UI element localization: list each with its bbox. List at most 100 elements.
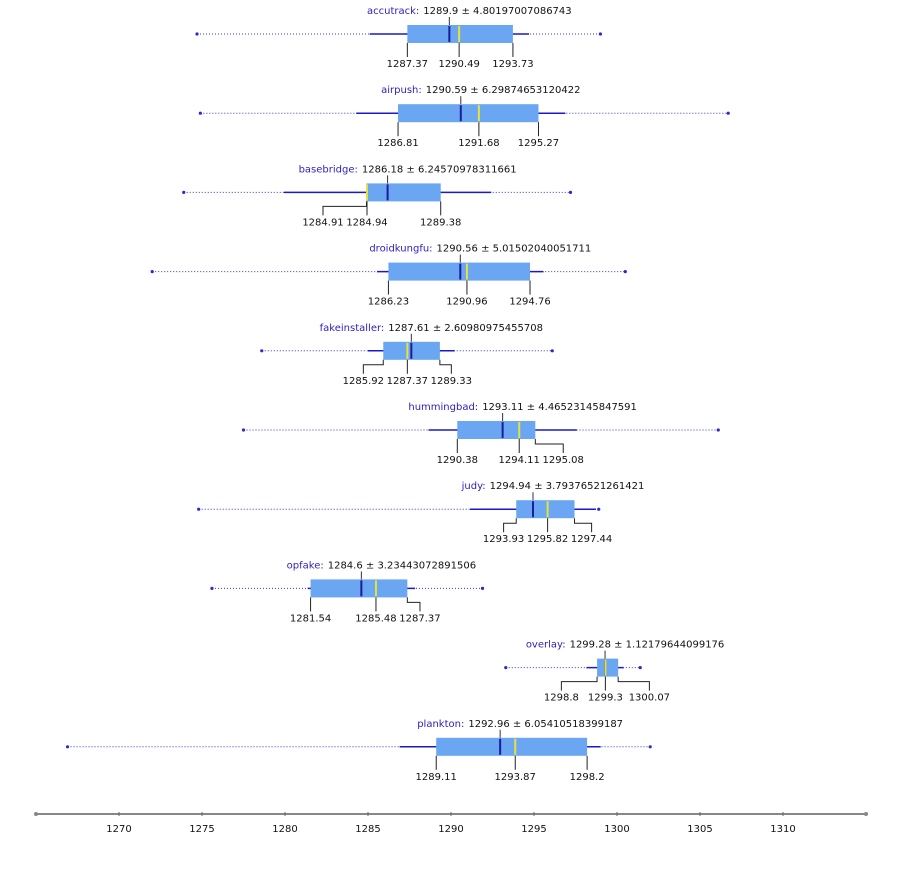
quartile-label: 1291.68 bbox=[458, 138, 499, 149]
range-min bbox=[198, 111, 202, 115]
range-max bbox=[726, 111, 730, 115]
quartile-label: 1295.82 bbox=[527, 534, 568, 545]
quartile-label: 1287.37 bbox=[387, 376, 428, 387]
range-max bbox=[623, 270, 627, 274]
quartile-label: 1290.96 bbox=[446, 297, 487, 308]
quartile-label: 1287.37 bbox=[387, 59, 428, 70]
group-name: airpush: bbox=[381, 85, 422, 96]
x-tick-label: 1275 bbox=[189, 824, 214, 835]
group-name: fakeinstaller: bbox=[320, 323, 385, 334]
quartile-label: 1286.81 bbox=[377, 138, 418, 149]
group-title: droidkungfu: 1290.56 ± 5.01502040051711 bbox=[369, 244, 591, 255]
group-title: plankton: 1292.96 ± 6.05410518399187 bbox=[417, 719, 623, 730]
quartile-label: 1289.33 bbox=[431, 376, 472, 387]
quartile-label: 1284.91 bbox=[302, 217, 343, 228]
quartile-label: 1295.08 bbox=[543, 455, 584, 466]
quartile-label: 1290.49 bbox=[438, 59, 479, 70]
label-leader bbox=[574, 518, 593, 533]
box bbox=[436, 737, 588, 756]
group-title: overlay: 1299.28 ± 1.12179644099176 bbox=[526, 640, 724, 651]
group-name: plankton: bbox=[417, 719, 464, 730]
x-tick-label: 1310 bbox=[770, 824, 795, 835]
range-min bbox=[260, 349, 264, 353]
quartile-label: 1285.48 bbox=[355, 613, 396, 624]
quartile-label: 1290.38 bbox=[437, 455, 478, 466]
group-stats: 1289.9 ± 4.80197007086743 bbox=[423, 6, 571, 17]
range-max bbox=[638, 666, 642, 670]
group-stats: 1294.94 ± 3.79376521261421 bbox=[490, 481, 645, 492]
range-min bbox=[197, 507, 201, 511]
group-stats: 1299.28 ± 1.12179644099176 bbox=[570, 640, 725, 651]
group-name: opfake: bbox=[287, 560, 324, 571]
group-name: basebridge: bbox=[299, 164, 358, 175]
x-tick-label: 1295 bbox=[521, 824, 546, 835]
x-tick-label: 1270 bbox=[106, 824, 131, 835]
group-stats: 1290.59 ± 6.29874653120422 bbox=[426, 85, 581, 96]
group-name: judy: bbox=[461, 481, 486, 492]
group-stats: 1287.61 ± 2.60980975455708 bbox=[388, 323, 543, 334]
quartile-label: 1297.44 bbox=[571, 534, 612, 545]
group-name: accutrack: bbox=[367, 6, 419, 17]
range-min bbox=[504, 666, 508, 670]
group-title: hummingbad: 1293.11 ± 4.46523145847591 bbox=[408, 402, 637, 413]
quartile-label: 1298.2 bbox=[570, 772, 605, 783]
group-title: basebridge: 1286.18 ± 6.24570978311661 bbox=[299, 164, 517, 175]
range-max bbox=[598, 32, 603, 36]
group-title: opfake: 1284.6 ± 3.23443072891506 bbox=[287, 560, 476, 571]
range-max bbox=[597, 507, 601, 511]
label-leader bbox=[322, 201, 368, 216]
x-tick-label: 1290 bbox=[438, 824, 463, 835]
box bbox=[388, 262, 531, 281]
box bbox=[310, 579, 408, 598]
group-name: hummingbad: bbox=[408, 402, 478, 413]
group-stats: 1290.56 ± 5.01502040051711 bbox=[437, 244, 592, 255]
group-title: airpush: 1290.59 ± 6.29874653120422 bbox=[381, 85, 580, 96]
label-leader bbox=[617, 676, 650, 691]
label-leader bbox=[362, 359, 384, 374]
range-min bbox=[195, 32, 199, 36]
quartile-label: 1294.11 bbox=[499, 455, 540, 466]
label-leader bbox=[406, 597, 421, 612]
quartile-label: 1294.76 bbox=[509, 297, 550, 308]
quartile-label: 1285.92 bbox=[343, 376, 384, 387]
label-leader bbox=[439, 359, 452, 374]
range-min bbox=[210, 586, 214, 591]
quartile-label: 1293.87 bbox=[495, 772, 536, 783]
quartile-label: 1298.8 bbox=[544, 693, 579, 704]
range-max bbox=[568, 190, 573, 194]
quartile-label: 1289.38 bbox=[420, 217, 461, 228]
box bbox=[398, 104, 539, 123]
quartile-label: 1293.93 bbox=[483, 534, 524, 545]
group-stats: 1286.18 ± 6.24570978311661 bbox=[362, 164, 517, 175]
quartile-label: 1281.54 bbox=[290, 613, 331, 624]
group-title: judy: 1294.94 ± 3.79376521261421 bbox=[461, 481, 645, 492]
box bbox=[457, 421, 536, 439]
group-name: droidkungfu: bbox=[369, 244, 432, 255]
range-min bbox=[150, 270, 154, 274]
quartile-label: 1293.73 bbox=[492, 59, 533, 70]
range-max bbox=[480, 586, 485, 591]
quartile-label: 1295.27 bbox=[518, 138, 559, 149]
axis-end bbox=[864, 812, 868, 816]
quartile-label: 1287.37 bbox=[399, 613, 440, 624]
group-name: overlay: bbox=[526, 640, 566, 651]
label-leader bbox=[503, 518, 517, 533]
quartile-label: 1300.07 bbox=[629, 693, 670, 704]
group-stats: 1293.11 ± 4.46523145847591 bbox=[482, 402, 637, 413]
range-min bbox=[241, 428, 246, 432]
box bbox=[516, 500, 575, 519]
x-tick-label: 1300 bbox=[604, 824, 629, 835]
range-max bbox=[716, 428, 720, 432]
group-title: accutrack: 1289.9 ± 4.80197007086743 bbox=[367, 6, 572, 17]
group-stats: 1292.96 ± 6.05410518399187 bbox=[468, 719, 623, 730]
label-leader bbox=[534, 439, 564, 453]
group-stats: 1284.6 ± 3.23443072891506 bbox=[328, 560, 476, 571]
x-tick-label: 1305 bbox=[687, 824, 712, 835]
box bbox=[597, 658, 619, 677]
quartile-label: 1289.11 bbox=[416, 772, 457, 783]
label-leader bbox=[560, 676, 598, 691]
range-min bbox=[182, 190, 186, 194]
group-title: fakeinstaller: 1287.61 ± 2.60980975455708 bbox=[320, 323, 543, 334]
quartile-label: 1299.3 bbox=[588, 693, 623, 704]
